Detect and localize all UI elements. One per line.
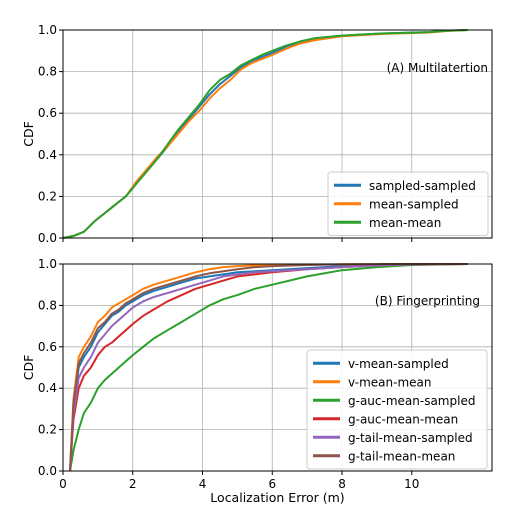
y-tick-label: 0.2 — [38, 423, 57, 437]
legend-label: mean-mean — [369, 216, 441, 230]
panel-annotation: (A) Multilatertion — [387, 61, 488, 75]
y-tick-label: 0.4 — [38, 148, 57, 162]
y-tick-label: 0.6 — [38, 340, 57, 354]
legend: v-mean-sampled v-mean-mean g-auc-mean-samp… — [306, 349, 488, 470]
x-tick-label: 6 — [268, 477, 276, 491]
axes-frame — [62, 263, 493, 472]
x-axis-label: Localization Error (m) — [210, 490, 344, 505]
series-line-g-tail-mean-sampled — [69, 263, 468, 472]
axes-frame — [62, 29, 493, 239]
y-tick-label: 0.2 — [38, 189, 57, 203]
x-tick-label: 10 — [404, 477, 419, 491]
y-tick-label: 0.8 — [38, 298, 57, 312]
series-line-mean-mean — [62, 29, 468, 239]
x-tick-label: 2 — [129, 477, 137, 491]
y-tick-label: 0.0 — [38, 464, 57, 478]
y-tick-label: 0.0 — [38, 231, 57, 245]
series-line-g-auc-mean-sampled — [69, 263, 468, 472]
legend-box — [306, 349, 488, 470]
y-axis-label: CDF — [21, 121, 36, 147]
y-tick-label: 0.8 — [38, 65, 57, 79]
legend-label: mean-sampled — [369, 197, 459, 211]
y-tick-label: 0.4 — [38, 381, 57, 395]
legend: sampled-sampled mean-sampled mean-mean — [327, 171, 489, 236]
legend-label: v-mean-mean — [348, 375, 432, 389]
legend-label: v-mean-sampled — [348, 357, 449, 371]
legend-box — [327, 171, 489, 236]
x-tick-label: 8 — [338, 477, 346, 491]
x-tick-label: 0 — [59, 477, 67, 491]
panel-annotation: (B) Fingerprinting — [375, 294, 480, 308]
series-line-g-tail-mean-mean — [69, 263, 468, 472]
y-tick-label: 1.0 — [38, 23, 57, 37]
legend-label: g-auc-mean-mean — [348, 412, 458, 426]
y-tick-label: 1.0 — [38, 257, 57, 271]
x-tick-label: 4 — [199, 477, 207, 491]
legend-label: sampled-sampled — [369, 179, 476, 193]
y-tick-label: 0.6 — [38, 106, 57, 120]
legend-label: g-tail-mean-sampled — [348, 431, 473, 445]
series-line-v-mean-sampled — [69, 263, 468, 472]
panel-multilateration: 0.0 0.2 0.4 0.6 0.8 1.0 CDF (A) Multilatertion s… — [21, 23, 493, 245]
y-axis-label: CDF — [21, 355, 36, 381]
legend-label: g-auc-mean-sampled — [348, 394, 475, 408]
panel-fingerprinting: 0 2 4 6 8 10 0.0 0.2 0.4 0.6 0.8 1.0 CDF Localization… — [21, 257, 493, 505]
legend-label: g-tail-mean-mean — [348, 449, 455, 463]
